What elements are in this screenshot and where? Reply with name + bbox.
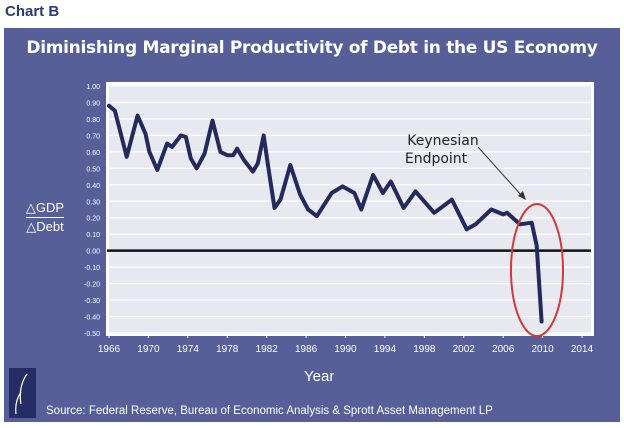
annotation-line1: Keynesian <box>407 133 479 149</box>
y-tick-label: 1.00 <box>86 84 100 91</box>
page-label: Chart B <box>5 3 60 20</box>
y-tick-label: 0.30 <box>86 199 100 206</box>
source-note: Source: Federal Reserve, Bureau of Econo… <box>46 405 493 417</box>
logo <box>9 368 36 418</box>
x-tick-label: 1994 <box>374 344 397 355</box>
y-label-top: △GDP <box>25 200 65 215</box>
annotation-arrow <box>477 146 523 197</box>
arrowhead-icon <box>518 191 526 200</box>
data-line <box>107 103 544 324</box>
y-tick-label: 0.50 <box>86 166 100 173</box>
y-tick-label: 0.00 <box>86 249 100 256</box>
x-tick-label: 1982 <box>256 344 279 355</box>
fraction-bar <box>26 217 64 218</box>
x-tick-label: 2006 <box>492 344 515 355</box>
y-tick-label: -0.40 <box>84 315 100 322</box>
y-tick-label: -0.50 <box>84 331 100 338</box>
x-tick-label: 1966 <box>98 344 121 355</box>
y-tick-label: 0.40 <box>86 183 100 190</box>
y-axis-label: △GDP △Debt <box>22 200 68 235</box>
y-label-bottom: △Debt <box>26 219 64 234</box>
annotation-line2: Endpoint <box>405 151 468 167</box>
x-tick-label: 1990 <box>334 344 357 355</box>
quill-icon <box>15 373 28 415</box>
chart-title: Diminishing Marginal Productivity of Deb… <box>26 38 598 58</box>
x-tick-label: 1998 <box>413 344 436 355</box>
y-tick-label: -0.30 <box>84 298 100 305</box>
x-tick-label: 1978 <box>216 344 239 355</box>
y-tick-label: -0.20 <box>84 282 100 289</box>
x-axis-label: Year <box>304 368 335 385</box>
x-tick-label: 1974 <box>177 344 200 355</box>
y-tick-label: 0.70 <box>86 133 100 140</box>
y-tick-label: 0.90 <box>86 100 100 107</box>
y-tick-label: 0.80 <box>86 117 100 124</box>
highlight-ellipse <box>510 203 564 337</box>
x-tick-label: 2014 <box>571 344 594 355</box>
y-tick-label: -0.10 <box>84 265 100 272</box>
x-tick-label: 1970 <box>137 344 160 355</box>
y-tick-label: 0.20 <box>86 216 100 223</box>
x-tick-label: 1986 <box>295 344 318 355</box>
y-tick-label: 0.60 <box>86 150 100 157</box>
y-tick-label: 0.10 <box>86 232 100 239</box>
x-tick-label: 2010 <box>531 344 554 355</box>
x-tick-label: 2002 <box>453 344 476 355</box>
plot-area <box>109 85 591 334</box>
